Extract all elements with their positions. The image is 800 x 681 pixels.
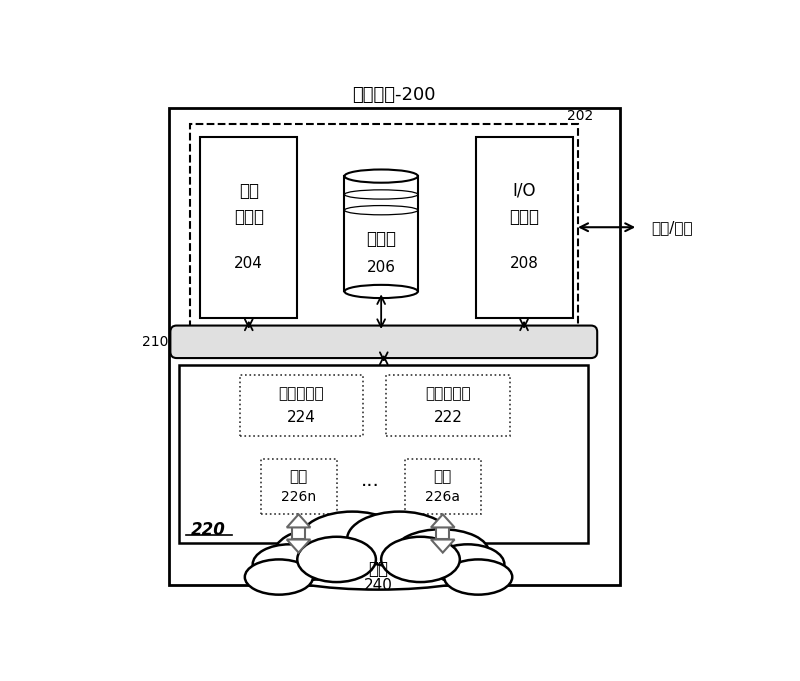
Bar (436, 527, 450, 539)
Text: 存储器: 存储器 (366, 230, 396, 248)
Polygon shape (286, 539, 310, 552)
Bar (169, 108, 620, 585)
Text: I/O: I/O (512, 182, 536, 200)
Text: 端口: 端口 (434, 469, 452, 484)
Bar (179, 365, 588, 543)
Text: 220: 220 (190, 521, 226, 539)
Ellipse shape (298, 537, 376, 582)
Text: 网络: 网络 (369, 560, 389, 578)
Ellipse shape (394, 529, 489, 575)
Text: 处理器: 处理器 (234, 208, 264, 225)
Ellipse shape (444, 559, 512, 595)
Ellipse shape (245, 559, 313, 595)
Polygon shape (431, 514, 454, 527)
Bar (386, 375, 510, 436)
Polygon shape (431, 539, 454, 552)
Bar (405, 459, 481, 514)
Text: 主机: 主机 (238, 182, 258, 200)
Text: 输入/输出: 输入/输出 (651, 220, 693, 235)
Polygon shape (286, 514, 310, 527)
Text: 240: 240 (364, 577, 393, 592)
Text: 网络设备-200: 网络设备-200 (353, 86, 436, 104)
Ellipse shape (381, 537, 460, 582)
Ellipse shape (431, 544, 504, 584)
Text: 210: 210 (142, 335, 169, 349)
Ellipse shape (345, 170, 418, 183)
Text: 226n: 226n (281, 490, 316, 505)
Ellipse shape (345, 206, 418, 215)
Bar (239, 375, 363, 436)
Text: ···: ··· (362, 477, 380, 496)
Ellipse shape (274, 554, 482, 590)
Bar (190, 124, 578, 334)
Bar (345, 176, 418, 291)
Bar (200, 137, 298, 317)
Text: 208: 208 (510, 257, 538, 272)
Ellipse shape (300, 511, 405, 567)
Ellipse shape (345, 190, 418, 199)
Text: 226a: 226a (426, 490, 460, 505)
Text: 206: 206 (366, 260, 396, 275)
Text: 222: 222 (434, 409, 462, 424)
Text: 子系统: 子系统 (509, 208, 539, 225)
Text: 204: 204 (234, 257, 263, 272)
Bar (292, 527, 305, 539)
FancyBboxPatch shape (170, 326, 598, 358)
Text: 202: 202 (567, 109, 594, 123)
Ellipse shape (253, 544, 326, 584)
Bar (475, 137, 573, 317)
Ellipse shape (274, 529, 358, 580)
Text: 端口: 端口 (290, 469, 308, 484)
Bar (261, 459, 337, 514)
Text: 224: 224 (286, 409, 316, 424)
Text: 网络处理器: 网络处理器 (426, 387, 471, 402)
Ellipse shape (347, 511, 452, 567)
Ellipse shape (345, 285, 418, 298)
Text: 网络存储器: 网络存储器 (278, 387, 324, 402)
